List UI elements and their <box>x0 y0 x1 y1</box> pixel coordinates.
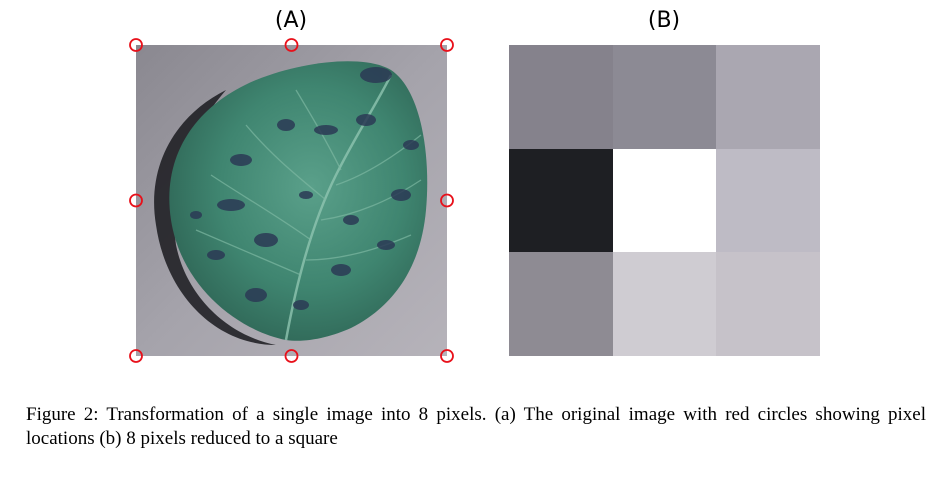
leaf-image-panel <box>129 38 454 363</box>
pixel-cell <box>716 45 820 149</box>
pixel-cell <box>716 252 820 356</box>
red-circle-marker <box>284 349 299 363</box>
pixel-cell <box>509 45 613 149</box>
panel-a-title: (A) <box>274 8 308 33</box>
red-circle-marker <box>129 38 143 52</box>
leaf-blight-spots <box>190 67 419 310</box>
pixel-cell <box>612 252 717 356</box>
red-circle-marker <box>129 193 143 208</box>
red-circle-marker <box>440 38 454 52</box>
pixel-grid <box>509 45 820 356</box>
leaf-midrib <box>284 74 393 341</box>
pixel-cell <box>612 45 717 149</box>
pixel-cell <box>716 148 820 253</box>
figure-caption: Figure 2: Transformation of a single ima… <box>26 404 926 449</box>
pixel-location-markers <box>129 38 454 363</box>
pixel-cell <box>612 148 717 253</box>
red-circle-marker <box>440 349 454 363</box>
leaf-shape <box>169 61 428 341</box>
pixel-square-panel <box>509 45 820 356</box>
pixel-cell <box>509 148 613 253</box>
pixel-cell <box>509 252 613 356</box>
panel-b-title: (B) <box>647 8 681 33</box>
red-circle-marker <box>284 38 299 52</box>
red-circle-marker <box>440 193 454 208</box>
red-circle-marker <box>129 349 143 363</box>
